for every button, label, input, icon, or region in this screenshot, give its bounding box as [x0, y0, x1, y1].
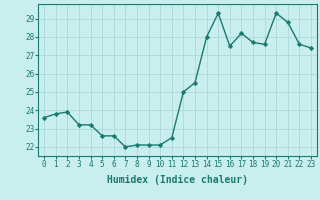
X-axis label: Humidex (Indice chaleur): Humidex (Indice chaleur) [107, 175, 248, 185]
